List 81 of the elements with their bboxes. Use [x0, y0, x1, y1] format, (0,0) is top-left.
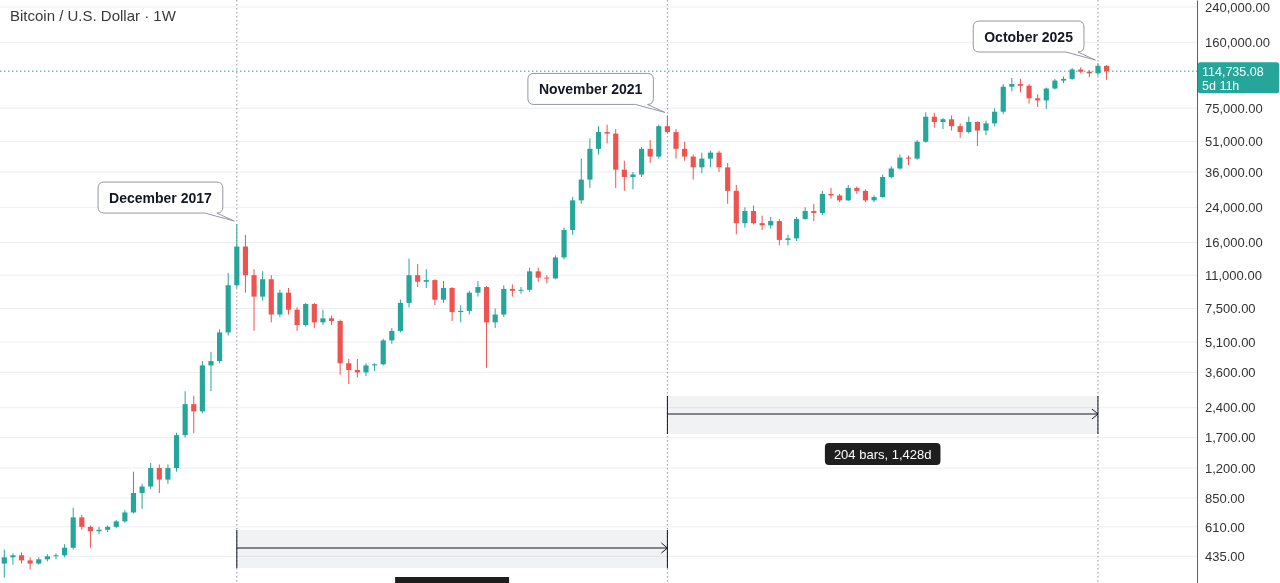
y-tick-label: 16,000.00	[1205, 235, 1263, 251]
candlestick	[380, 338, 386, 366]
candlestick	[518, 286, 524, 295]
candlestick	[604, 124, 610, 144]
y-tick-label: 11,000.00	[1205, 267, 1262, 283]
candlestick	[819, 190, 825, 216]
y-tick-label: 160,000.00	[1205, 34, 1271, 50]
candlestick	[914, 139, 920, 161]
candlestick	[793, 216, 800, 242]
y-tick-label: 2,400.00	[1205, 400, 1256, 416]
candlestick	[940, 117, 946, 130]
y-tick-label: 75,000.00	[1205, 100, 1263, 116]
candlestick	[871, 194, 877, 203]
candlestick	[974, 120, 980, 147]
ref-line-label: 114,735.08	[1202, 64, 1264, 79]
candlestick	[595, 125, 602, 156]
candlestick	[750, 205, 757, 225]
candlestick	[191, 395, 197, 434]
candlestick	[130, 471, 137, 515]
candlestick	[260, 270, 266, 302]
y-tick-label: 5,100.00	[1205, 334, 1256, 350]
candlestick	[27, 556, 33, 570]
candlestick	[53, 552, 59, 560]
y-tick-label: 51,000.00	[1205, 134, 1263, 150]
text: 5d 11h	[1202, 78, 1240, 93]
candlestick	[415, 263, 421, 288]
candlestick	[785, 234, 791, 246]
candlestick	[647, 139, 653, 164]
candlestick	[1043, 87, 1049, 110]
candlestick	[527, 267, 533, 293]
candlestick	[423, 268, 429, 289]
annotation: 204 bars, 1,428d	[833, 446, 932, 462]
candlestick	[725, 162, 731, 205]
candlestick	[1009, 77, 1015, 92]
y-tick-label: 3,600.00	[1205, 365, 1256, 381]
y-tick-label: 7,500.00	[1205, 301, 1256, 317]
candlestick	[742, 206, 748, 229]
candlestick	[630, 171, 636, 190]
candlestick	[509, 283, 515, 298]
y-tick-label: 240,000.00	[1205, 0, 1271, 15]
annotation: October 2025	[984, 28, 1074, 45]
candlestick	[664, 114, 670, 135]
candlestick	[759, 215, 765, 231]
annotation: November 2021	[538, 80, 643, 97]
candlestick	[320, 309, 326, 326]
y-tick-label: 1,200.00	[1205, 460, 1256, 476]
candlestick	[363, 362, 369, 377]
candlestick	[311, 302, 317, 329]
text: Bitcoin / U.S. Dollar · 1W	[10, 7, 177, 24]
candlestick	[552, 254, 559, 280]
candlestick	[165, 463, 171, 485]
candlestick	[440, 280, 447, 304]
candlestick	[10, 552, 16, 566]
candlestick	[285, 287, 292, 316]
y-tick-label: 24,000.00	[1205, 199, 1263, 215]
candlestick	[466, 290, 472, 316]
y-tick-label: 435.00	[1205, 548, 1245, 564]
y-tick-label: 36,000.00	[1205, 164, 1263, 180]
candlestick	[208, 351, 214, 392]
annotation: December 2017	[109, 189, 213, 206]
candlestick	[251, 268, 257, 332]
candlestick	[1026, 83, 1032, 105]
candlestick	[432, 278, 438, 306]
y-tick-label: 1,700.00	[1205, 430, 1256, 446]
candlestick	[346, 358, 352, 385]
y-tick-label: 850.00	[1205, 490, 1245, 506]
candlestick	[148, 462, 154, 490]
candlestick	[156, 463, 162, 494]
candlestick	[621, 160, 627, 192]
candlestick	[578, 158, 584, 205]
candlestick	[682, 141, 688, 162]
candlestick	[776, 218, 782, 246]
candlestick	[277, 289, 283, 318]
candlestick	[1, 549, 7, 579]
y-tick-label: 610.00	[1205, 519, 1245, 535]
candlestick	[303, 302, 309, 328]
candlestick	[880, 173, 886, 199]
candlestick	[294, 306, 300, 332]
candlestick	[716, 150, 722, 173]
candlestick	[673, 128, 679, 160]
candlestick	[475, 280, 481, 298]
